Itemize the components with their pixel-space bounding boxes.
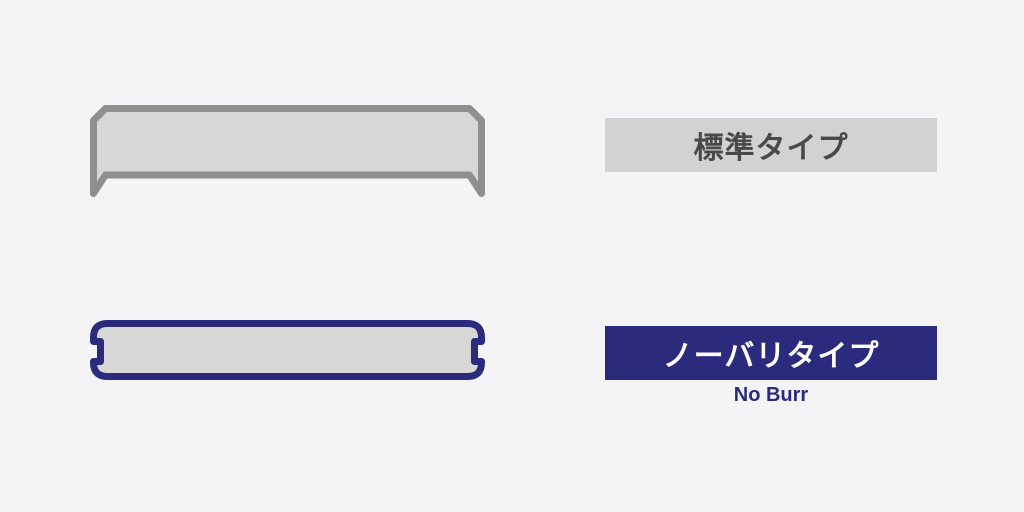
standard-type-label: 標準タイプ	[694, 123, 849, 167]
standard-type-label-box: 標準タイプ	[605, 118, 937, 172]
noburr-type-label: ノーバリタイプ	[663, 331, 880, 375]
standard-profile-shape	[90, 105, 485, 197]
noburr-profile-shape	[90, 320, 485, 380]
comparison-diagram: 標準タイプ ノーバリタイプ No Burr	[0, 0, 1024, 512]
noburr-sub-label-text: No Burr	[734, 384, 808, 406]
noburr-type-label-box: ノーバリタイプ	[605, 326, 937, 380]
noburr-sub-label: No Burr	[605, 384, 937, 407]
